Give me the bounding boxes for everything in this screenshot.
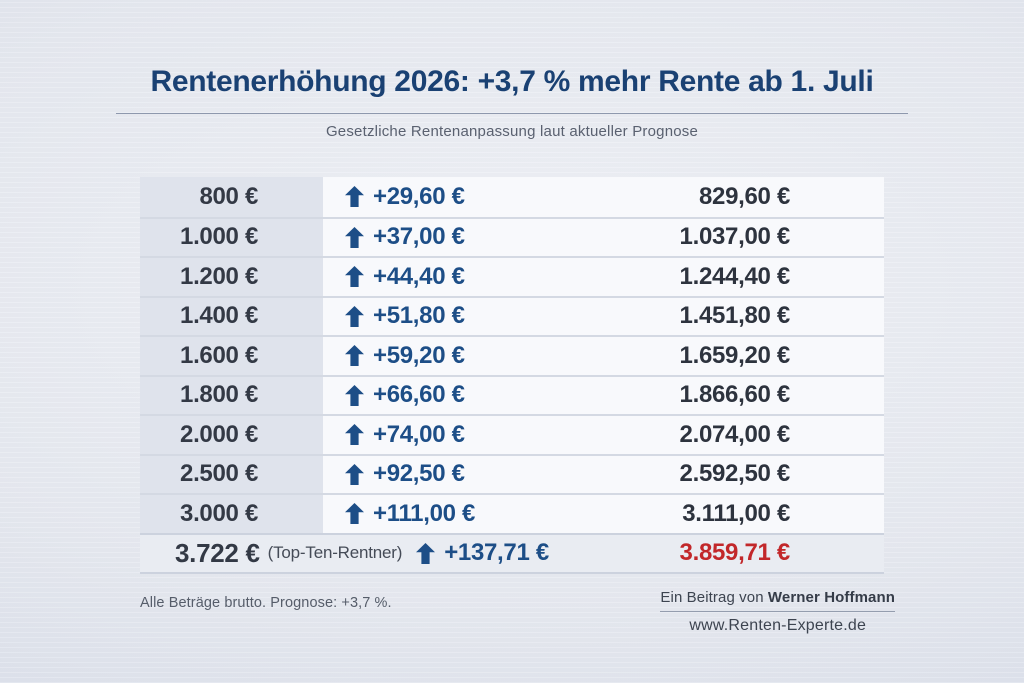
increase-cell: +29,60 € [323, 177, 465, 217]
increase-cell: +37,00 € [323, 219, 465, 257]
arrow-up-icon [345, 266, 364, 288]
credit-author: Werner Hoffmann [767, 588, 895, 606]
footer: Alle Beträge brutto. Prognose: +3,7 %. E… [129, 589, 895, 635]
footnote: Alle Beträge brutto. Prognose: +3,7 %. [140, 594, 392, 611]
table-row: 2.000 € +74,00 € 2.074,00 € [140, 414, 884, 454]
arrow-up-icon [345, 305, 364, 327]
increase-cell: +74,00 € [323, 416, 465, 454]
result-amount: 2.592,50 € [679, 460, 791, 488]
page-title: Rentenerhöhung 2026: +3,7 % mehr Rente a… [150, 65, 874, 98]
pension-table: 800 € +29,60 € 829,60 € 1.000 € +37,00 €… [140, 177, 884, 574]
base-amount: 2.000 € [140, 416, 323, 454]
table-row: 800 € +29,60 € 829,60 € [140, 177, 884, 217]
header: Rentenerhöhung 2026: +3,7 % mehr Rente a… [0, 0, 1024, 140]
base-amount: 800 € [140, 177, 323, 217]
table-row-top-ten: 3.722 € (Top-Ten-Rentner) +137,71 € 3.85… [140, 532, 884, 574]
table-row: 1.400 € +51,80 € 1.451,80 € [140, 295, 884, 336]
arrow-up-icon [345, 226, 364, 248]
increase-cell: +51,80 € [323, 298, 465, 336]
base-note: (Top-Ten-Rentner) [267, 543, 403, 562]
result-amount: 1.037,00 € [679, 223, 791, 251]
result-amount: 1.659,20 € [679, 341, 791, 369]
increase-amount: +66,60 € [373, 381, 465, 409]
table-row: 1.000 € +37,00 € 1.037,00 € [140, 216, 884, 257]
result-amount: 1.244,40 € [679, 262, 791, 290]
credit-line: Ein Beitrag von Werner Hoffmann [660, 589, 895, 606]
table-row: 1.600 € +59,20 € 1.659,20 € [140, 335, 884, 375]
increase-amount: +111,00 € [373, 499, 476, 527]
increase-amount: +137,71 € [444, 539, 549, 566]
increase-amount: +92,50 € [373, 460, 465, 488]
result-amount: 3.111,00 € [682, 499, 790, 527]
increase-cell: +66,60 € [323, 377, 465, 415]
result-amount-highlight: 3.859,71 € [679, 539, 791, 566]
base-amount: 1.400 € [140, 297, 323, 335]
base-amount: 1.200 € [140, 258, 323, 296]
arrow-up-icon [345, 463, 364, 485]
arrow-up-icon [345, 424, 364, 446]
increase-amount: +29,60 € [373, 182, 465, 210]
increase-cell: +137,71 € [402, 535, 549, 572]
result-amount: 2.074,00 € [679, 420, 791, 448]
arrow-up-icon [416, 542, 436, 564]
base-amount: 1.600 € [140, 337, 323, 375]
result-amount: 1.451,80 € [679, 302, 791, 330]
increase-amount: +44,40 € [373, 262, 465, 290]
arrow-up-icon [345, 186, 364, 208]
table-row: 2.500 € +92,50 € 2.592,50 € [140, 453, 884, 494]
result-amount: 1.866,60 € [679, 381, 791, 409]
result-amount: 829,60 € [698, 182, 790, 210]
increase-cell: +92,50 € [323, 456, 465, 494]
base-amount: 2.500 € [140, 455, 323, 493]
base-amount: 1.000 € [140, 218, 323, 256]
base-amount: 3.000 € [140, 495, 323, 533]
table-row: 1.200 € +44,40 € 1.244,40 € [140, 256, 884, 296]
arrow-up-icon [345, 384, 364, 406]
credit-divider [660, 610, 895, 612]
website-url: www.Renten-Experte.de [689, 616, 867, 634]
table-row: 1.800 € +66,60 € 1.866,60 € [140, 374, 884, 415]
increase-amount: +74,00 € [373, 420, 465, 448]
subtitle: Gesetzliche Rentenanpassung laut aktuell… [325, 123, 699, 140]
credit-block: Ein Beitrag von Werner Hoffmann www.Rent… [660, 589, 895, 635]
increase-cell: +44,40 € [323, 258, 465, 296]
increase-cell: +59,20 € [323, 337, 465, 375]
increase-amount: +37,00 € [373, 223, 465, 251]
base-amount: 3.722 € (Top-Ten-Rentner) [140, 535, 402, 572]
credit-prefix: Ein Beitrag von [660, 588, 768, 606]
increase-cell: +111,00 € [323, 495, 475, 533]
increase-amount: +59,20 € [373, 341, 465, 369]
table-row: 3.000 € +111,00 € 3.111,00 € [140, 493, 884, 533]
base-value: 3.722 € [175, 537, 260, 568]
base-amount: 1.800 € [140, 376, 323, 414]
increase-amount: +51,80 € [373, 302, 465, 330]
arrow-up-icon [345, 345, 364, 367]
title-divider [116, 113, 908, 114]
arrow-up-icon [345, 503, 364, 525]
